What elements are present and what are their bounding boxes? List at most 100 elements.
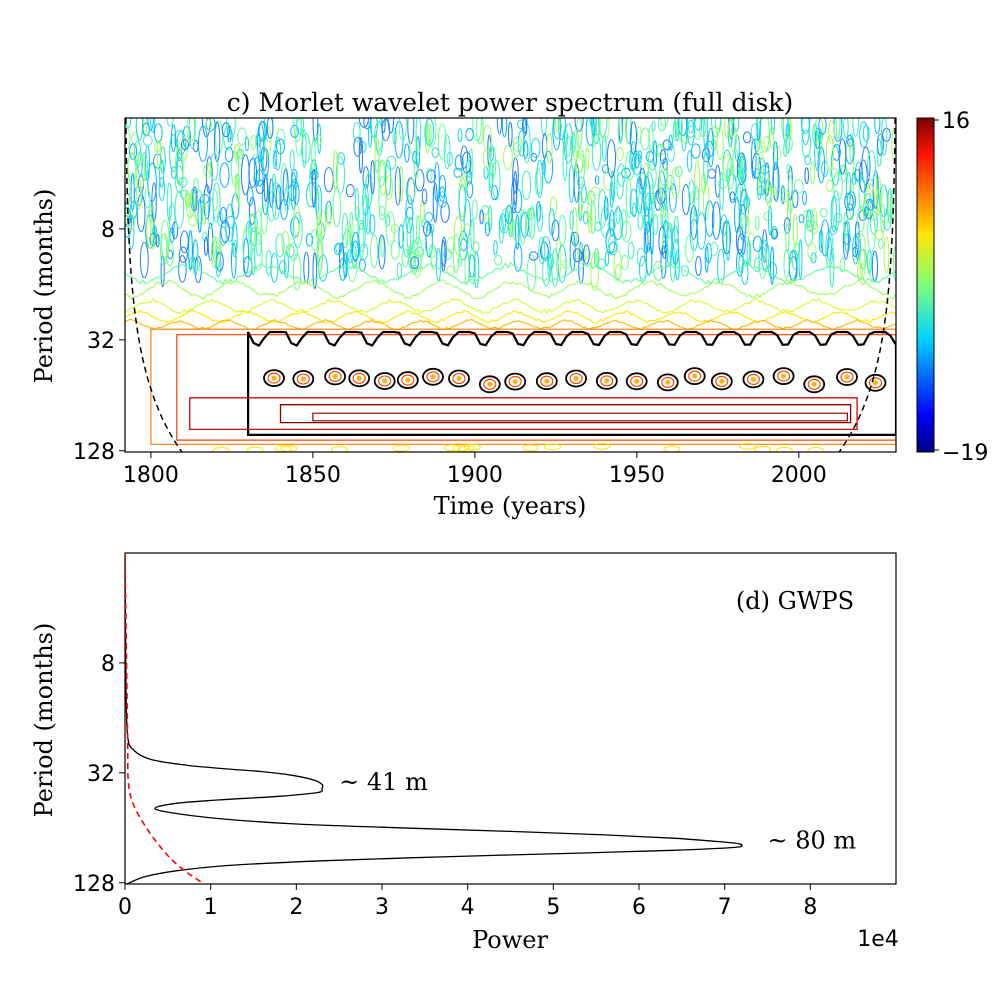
wavelet-contour-blob (260, 203, 268, 235)
wavelet-contour-blob (370, 234, 379, 269)
wavelet-contour-blob (394, 166, 402, 206)
wavelet-contour-blob (512, 142, 522, 157)
wavelet-contour-blob (410, 240, 419, 275)
wavelet-island-peak (604, 378, 610, 384)
wavelet-contour-blob (594, 175, 600, 185)
wavelet-title: c) Morlet wavelet power spectrum (full d… (227, 88, 793, 117)
wavelet-island (742, 370, 765, 389)
wavelet-contour-blob (629, 188, 638, 217)
wavelet-contour-blob (398, 165, 404, 202)
wavelet-contour-blob (501, 118, 508, 138)
wavelet-contour-blob (317, 233, 323, 275)
wavelet-contour-blob (538, 236, 546, 265)
wavelet-contour-blob (563, 123, 574, 164)
wavelet-contour-blob (833, 118, 843, 143)
wavelet-contour-blob (435, 247, 442, 282)
wavelet-contour-blob (484, 222, 491, 237)
wavelet-contour-blob (178, 246, 188, 264)
wavelet-contour-blob (671, 225, 679, 267)
wavelet-island-peak (873, 380, 878, 386)
wavelet-low-blob (331, 446, 349, 452)
wavelet-contour-blob (765, 177, 771, 193)
wavelet-contour-blob (259, 137, 265, 164)
wavelet-contour-blob (616, 172, 624, 200)
wavelet-contour-blob (703, 151, 709, 186)
wavelet-contour-blob (466, 180, 474, 199)
wavelet-contour-blob (528, 251, 539, 261)
wavelet-contour-blob (398, 118, 407, 142)
wavelet-contour-blob (197, 198, 202, 233)
wavelet-contour-blob (867, 150, 876, 182)
wavelet-contour-blob (243, 237, 250, 274)
wavelet-contour-blob (129, 143, 138, 160)
wavelet-contour-blob (637, 150, 643, 163)
wavelet-low-blob (212, 447, 230, 452)
wavelet-contour-blob (643, 176, 651, 217)
wavelet-contour-blob (519, 208, 527, 246)
wavelet-contour-blob (398, 224, 405, 249)
wavelet-contour-blob (780, 185, 785, 205)
wavelet-contour-blob (672, 120, 678, 142)
wavelet-contour-blob (828, 120, 835, 144)
wavelet-contour-blob (769, 125, 775, 148)
wavelet-contour-blob (223, 125, 234, 151)
wavelet-contour-blob (578, 192, 584, 217)
wavelet-contour-blob (826, 179, 834, 193)
wavelet-contour-blob (548, 253, 554, 270)
wavelet-contour-blob (536, 159, 544, 198)
wavelet-low-blob (543, 443, 561, 451)
wavelet-island-peak (332, 373, 338, 379)
wavelet-contour-blob (357, 222, 366, 252)
wavelet-contour-blob (772, 186, 777, 197)
wavelet-contour-blob (387, 118, 395, 134)
wavelet-contour-blob (858, 159, 868, 193)
wavelet-contour-blob (768, 262, 778, 279)
wavelet-contour-blob (736, 152, 747, 186)
wavelet-contour-blob (570, 132, 576, 153)
wavelet-contour-blob (482, 149, 491, 168)
wavelet-level-contour (125, 279, 896, 300)
wavelet-contour-blob (185, 189, 190, 209)
wavelet-contour-blob (547, 251, 552, 278)
wavelet-contour-blob (215, 246, 221, 269)
wavelet-contour-blob (192, 186, 198, 212)
wavelet-island-peak (750, 376, 756, 382)
wavelet-contour-blob (316, 234, 324, 273)
wavelet-contour-blob (603, 196, 609, 221)
wavelet-contour-blob (883, 213, 892, 231)
colorbar-label-max: 16 (942, 109, 970, 134)
gwps-series-line (125, 553, 743, 884)
wavelet-contour-blob (572, 248, 583, 263)
wavelet-contour-blob (638, 172, 647, 196)
wavelet-contour-blob (194, 255, 202, 284)
wavelet-contour-blob (784, 136, 793, 151)
wavelet-contour-blob (205, 119, 213, 131)
wavelet-contour-blob (368, 120, 373, 148)
wavelet-contour-blob (659, 158, 669, 186)
wavelet-contour-darkred (189, 397, 858, 431)
wavelet-contour-blob (780, 118, 791, 137)
wavelet-contour-blob (381, 118, 386, 134)
wavelet-y-tick-label: 128 (73, 440, 115, 465)
wavelet-contour-blob (129, 201, 138, 220)
wavelet-contour-blob (853, 169, 862, 181)
wavelet-contour-blob (335, 156, 345, 195)
wavelet-contour-blob (207, 222, 214, 261)
wavelet-contour-blob (219, 226, 227, 246)
wavelet-contour-blob (801, 129, 812, 158)
wavelet-contour-blob (829, 168, 839, 179)
wavelet-contour-blob (290, 124, 300, 138)
wavelet-island (656, 373, 679, 392)
wavelet-contour-blob (849, 133, 854, 163)
wavelet-contour-blob (468, 148, 474, 179)
wavelet-contour-blob (194, 189, 204, 225)
gwps-significance-line (125, 553, 205, 884)
wavelet-contour-blob (727, 119, 736, 138)
wavelet-island-core (868, 377, 883, 389)
wavelet-island-core (746, 373, 760, 385)
wavelet-contour-blob (793, 179, 804, 194)
wavelet-contour-blob (160, 146, 166, 174)
wavelet-contour-blob (381, 118, 391, 142)
wavelet-contour-blob (597, 258, 606, 270)
wavelet-contour-blob (770, 118, 775, 135)
